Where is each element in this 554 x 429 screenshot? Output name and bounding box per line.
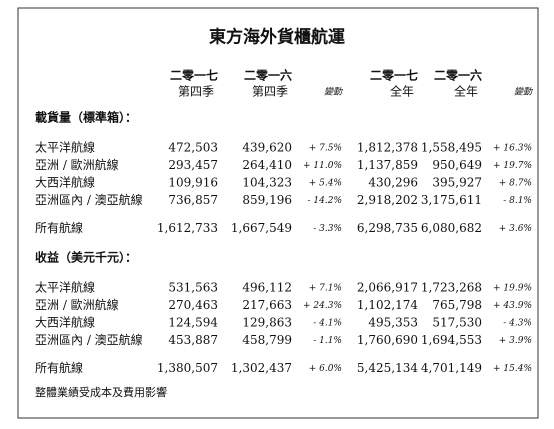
row-label: 大西洋航線 — [35, 175, 95, 190]
value-cell: 1,612,733 — [157, 221, 218, 235]
value-cell: 439,620 — [242, 141, 292, 155]
value-cell: 124,594 — [168, 316, 218, 330]
section-heading: 收益（美元千元）： — [35, 250, 137, 265]
change-cell: + 3.9% — [499, 336, 532, 346]
frame — [17, 7, 539, 419]
value-cell: 129,863 — [242, 316, 292, 330]
change-cell: - 14.2% — [308, 196, 343, 206]
value-cell: 3,175,611 — [421, 193, 482, 207]
value-cell: 453,887 — [168, 333, 218, 347]
value-cell: 109,916 — [168, 176, 218, 190]
value-cell: 1,558,495 — [421, 141, 482, 155]
column-period: 全年 — [454, 84, 478, 99]
value-cell: 6,298,735 — [357, 221, 418, 235]
row-label: 所有航線 — [35, 220, 83, 235]
column-year: 二零一七 — [170, 69, 218, 83]
row-label: 大西洋航線 — [35, 315, 95, 330]
value-cell: 270,463 — [168, 298, 218, 312]
change-cell: + 11.0% — [303, 161, 342, 171]
change-cell: - 8.1% — [503, 196, 532, 206]
value-cell: 1,102,174 — [357, 298, 418, 312]
value-cell: 1,760,690 — [357, 333, 418, 347]
value-cell: 495,353 — [368, 316, 418, 330]
value-cell: 2,066,917 — [357, 281, 418, 295]
column-year: 二零一六 — [434, 68, 482, 83]
column-period: 第四季 — [178, 85, 214, 99]
value-cell: 458,799 — [242, 333, 292, 347]
change-cell: - 1.1% — [313, 336, 342, 346]
change-cell: + 24.3% — [303, 301, 342, 311]
row-label: 亞洲區內 / 澳亞航線 — [35, 192, 143, 207]
column-change: 變動 — [514, 87, 533, 98]
row-label: 太平洋航線 — [35, 140, 95, 155]
change-cell: + 7.1% — [309, 284, 342, 294]
value-cell: 517,530 — [432, 316, 482, 330]
value-cell: 2,918,202 — [357, 193, 418, 207]
value-cell: 1,667,549 — [231, 221, 292, 235]
column-change: 變動 — [324, 87, 343, 98]
change-cell: + 7.5% — [309, 144, 342, 154]
change-cell: - 4.1% — [313, 319, 342, 329]
change-cell: + 15.4% — [493, 364, 532, 374]
column-period: 第四季 — [252, 85, 288, 99]
title: 東方海外貨櫃航運 — [209, 27, 345, 48]
column-year: 二零一七 — [370, 69, 418, 83]
change-cell: - 4.3% — [503, 319, 532, 329]
change-cell: + 19.7% — [493, 161, 532, 171]
value-cell: 293,457 — [168, 158, 218, 172]
row-label: 亞洲 / 歐洲航線 — [35, 297, 119, 312]
row-label: 太平洋航線 — [35, 280, 95, 295]
value-cell: 1,812,378 — [357, 141, 418, 155]
value-cell: 859,196 — [242, 193, 292, 207]
column-period: 全年 — [390, 84, 414, 99]
value-cell: 496,112 — [242, 281, 292, 295]
value-cell: 4,701,149 — [421, 361, 482, 375]
change-cell: + 43.9% — [493, 301, 532, 311]
row-label: 所有航線 — [35, 360, 83, 375]
change-cell: - 3.3% — [313, 224, 342, 234]
value-cell: 531,563 — [168, 281, 218, 295]
change-cell: + 6.0% — [309, 364, 342, 374]
value-cell: 950,649 — [432, 158, 482, 172]
value-cell: 1,137,859 — [357, 158, 418, 172]
value-cell: 395,927 — [432, 176, 482, 190]
footnote: 整體業績受成本及費用影響 — [35, 385, 167, 399]
change-cell: + 8.7% — [499, 179, 532, 189]
value-cell: 264,410 — [242, 158, 292, 172]
change-cell: + 5.4% — [309, 179, 342, 189]
value-cell: 104,323 — [242, 176, 292, 190]
value-cell: 472,503 — [168, 141, 218, 155]
change-cell: + 19.9% — [493, 284, 532, 294]
value-cell: 1,723,268 — [421, 281, 482, 295]
value-cell: 1,380,507 — [157, 361, 218, 375]
section-heading: 載貨量（標準箱）： — [35, 110, 137, 125]
value-cell: 1,302,437 — [231, 361, 292, 375]
row-label: 亞洲區內 / 澳亞航線 — [35, 332, 143, 347]
change-cell: + 16.3% — [493, 144, 532, 154]
value-cell: 430,296 — [368, 176, 418, 190]
column-year: 二零一六 — [244, 68, 292, 83]
value-cell: 6,080,682 — [421, 221, 482, 235]
value-cell: 736,857 — [168, 193, 218, 207]
value-cell: 1,694,553 — [421, 333, 482, 347]
change-cell: + 3.6% — [499, 224, 532, 234]
value-cell: 5,425,134 — [357, 361, 418, 375]
value-cell: 765,798 — [432, 298, 482, 312]
row-label: 亞洲 / 歐洲航線 — [35, 157, 119, 172]
value-cell: 217,663 — [242, 298, 292, 312]
